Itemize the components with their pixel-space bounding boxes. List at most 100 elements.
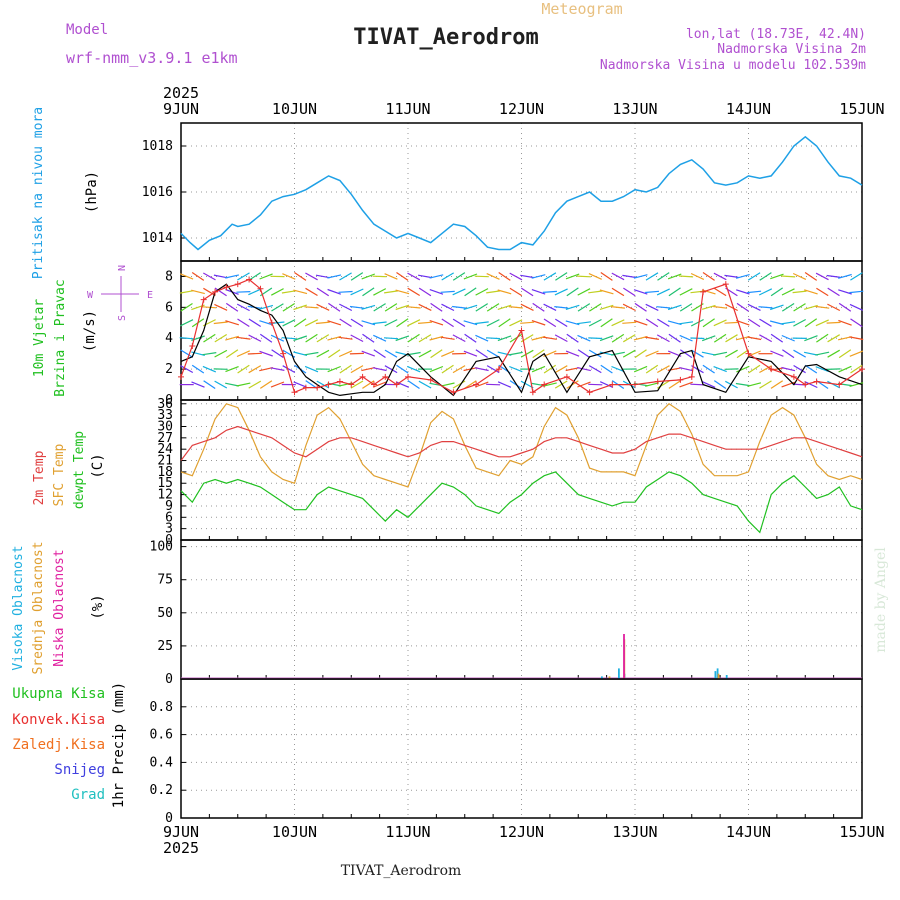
wind-barb: [282, 319, 296, 327]
wind-barb: [316, 334, 330, 343]
wind-barb: [293, 381, 307, 388]
wind-barb: [622, 274, 637, 279]
gust-marker: [450, 389, 457, 396]
wind-barb: [713, 319, 727, 327]
wind-barb: [645, 382, 659, 387]
wind-barb: [793, 318, 806, 327]
wind-barb: [373, 303, 386, 312]
wind-barb: [247, 352, 262, 355]
footer-station: TIVAT_Aerodrom: [341, 863, 462, 879]
wind-barb: [747, 303, 761, 311]
wind-barb: [497, 289, 512, 295]
wind-barb: [679, 288, 693, 296]
wind-barb: [554, 288, 568, 296]
wind-barb: [395, 289, 410, 295]
wind-barb: [736, 302, 749, 312]
wind-barb: [645, 364, 659, 374]
wind-barb: [486, 290, 501, 294]
wind-barb: [736, 289, 750, 295]
wind-barb: [327, 382, 342, 387]
wind-barb: [339, 272, 352, 281]
wind-barb: [588, 290, 603, 294]
gust-marker: [563, 373, 570, 380]
wind-barb: [815, 272, 829, 281]
wind-barb: [827, 287, 840, 297]
wind-barb: [452, 318, 466, 328]
cloud-panel: 0 25 50 75 100: [150, 539, 863, 687]
pressure-series-line: [180, 135, 863, 251]
gust-marker: [336, 378, 343, 385]
wind-barb: [486, 337, 501, 340]
model-label: Model: [66, 22, 108, 38]
wind-barb: [486, 303, 500, 312]
wind-barb: [225, 366, 239, 373]
wind-barb: [759, 318, 772, 327]
wind-barb: [781, 334, 795, 342]
wind-barb: [815, 351, 830, 356]
wind-barb: [259, 380, 273, 389]
wind-barb: [315, 274, 330, 279]
wind-barb: [361, 304, 376, 310]
wind-barb: [622, 334, 636, 343]
wind-barb: [509, 319, 523, 327]
wind-barb: [203, 287, 216, 297]
wind-barb: [191, 364, 205, 374]
gust-marker: [370, 381, 377, 388]
wind-barb: [452, 272, 466, 281]
bottom-date-tick-label: 9JUN: [163, 823, 199, 841]
bottom-date-ticks: 9JUN 10JUN 11JUN 12JUN 13JUN 14JUN 15JUN: [163, 823, 885, 841]
wind-barb: [418, 287, 432, 297]
wind-barb: [713, 380, 727, 389]
gust-marker: [745, 350, 752, 357]
y-tick-label: 3: [165, 522, 173, 537]
wind-barb: [555, 272, 568, 281]
wind-barb: [736, 349, 749, 359]
sfc-temp-line: [180, 403, 863, 488]
wind-barb: [633, 365, 648, 373]
wind-barb: [441, 350, 455, 357]
wind-barb: [463, 304, 478, 310]
wind-barb: [645, 350, 659, 357]
wind-barb: [236, 382, 251, 387]
dewpt-legend-label: dewpt Temp: [72, 431, 87, 509]
wind-barb: [759, 272, 772, 281]
wind-barb: [406, 306, 421, 309]
top-date-tick-label: 9JUN: [163, 100, 199, 118]
wind-side-labels: 10m Vjetar Brzina i Pravac (m/s) N S E W: [32, 265, 153, 397]
wind-barb: [418, 321, 433, 324]
wind-barb: [588, 337, 603, 340]
wind-barb: [724, 321, 739, 324]
wind-barb: [475, 349, 488, 359]
y-tick-label: 75: [157, 573, 173, 588]
wind-barb: [781, 366, 796, 372]
wind-barb: [339, 303, 353, 312]
wind-barb: [305, 333, 318, 343]
wind-barb: [418, 334, 432, 343]
wind-barb: [542, 336, 557, 340]
wind-barb: [747, 318, 761, 328]
elevation-text: Nadmorska Visina 2m: [717, 42, 866, 57]
wind-barb: [384, 319, 398, 327]
wind-barb: [634, 302, 647, 312]
wind-barb: [656, 334, 670, 343]
top-date-tick-label: 10JUN: [272, 100, 317, 118]
wind-barb: [294, 272, 307, 281]
wind-barb: [520, 274, 535, 279]
wind-barb: [781, 275, 796, 278]
y-tick-label: 0.8: [150, 700, 173, 715]
wind-barb: [464, 333, 477, 343]
wind-barb: [429, 289, 444, 295]
y-tick-label: 27: [157, 431, 173, 446]
wind-barb: [702, 318, 715, 328]
wind-barb: [361, 350, 376, 357]
wind-barb: [838, 302, 852, 312]
wind-barb: [554, 318, 568, 328]
wind-barb: [304, 365, 319, 373]
wind-barb: [543, 303, 557, 311]
wind-barb: [816, 333, 829, 343]
top-date-tick-label: 11JUN: [385, 100, 430, 118]
wind-barb: [440, 290, 455, 293]
wind-barb: [576, 321, 591, 325]
wind-barb: [271, 303, 284, 312]
